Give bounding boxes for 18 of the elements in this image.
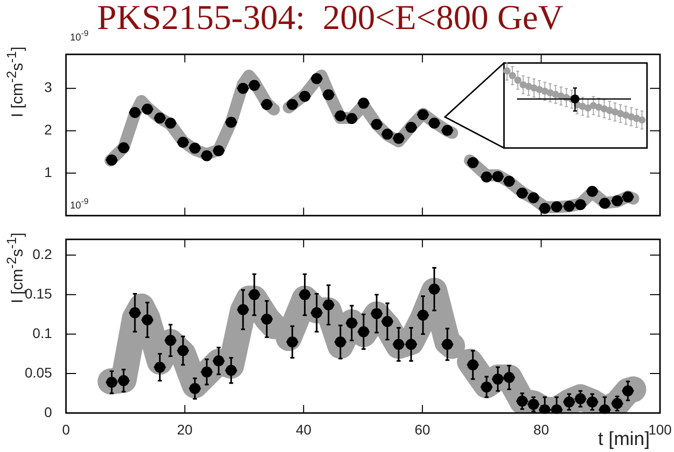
y-tick-label: 0 bbox=[44, 404, 52, 420]
x-tick-label: 40 bbox=[296, 421, 312, 438]
text: 10$^{-9}$ bbox=[70, 28, 89, 44]
y-tick-label: 0.15 bbox=[24, 285, 52, 302]
x-tick-label: 60 bbox=[414, 421, 430, 438]
x-tick-label: 0 bbox=[62, 421, 70, 438]
y-tick-label: 3 bbox=[44, 79, 52, 96]
y-tick-label: 0.2 bbox=[32, 246, 52, 262]
x-tick-label: 100 bbox=[648, 421, 672, 438]
x-tick-label: 20 bbox=[177, 421, 193, 438]
y-tick-label: 0.05 bbox=[24, 364, 52, 380]
x-tick-label: 80 bbox=[533, 421, 550, 438]
annotation: 10$^{-9}$ bbox=[70, 196, 89, 212]
y-tick-label: 2 bbox=[44, 122, 52, 138]
chart-title: PKS2155-304: 200<E<800 GeV bbox=[97, 0, 564, 37]
y-tick-label: 1 bbox=[44, 164, 52, 180]
y-tick-label: 0.1 bbox=[32, 324, 52, 341]
x-axis-title: t [min] bbox=[598, 429, 650, 451]
